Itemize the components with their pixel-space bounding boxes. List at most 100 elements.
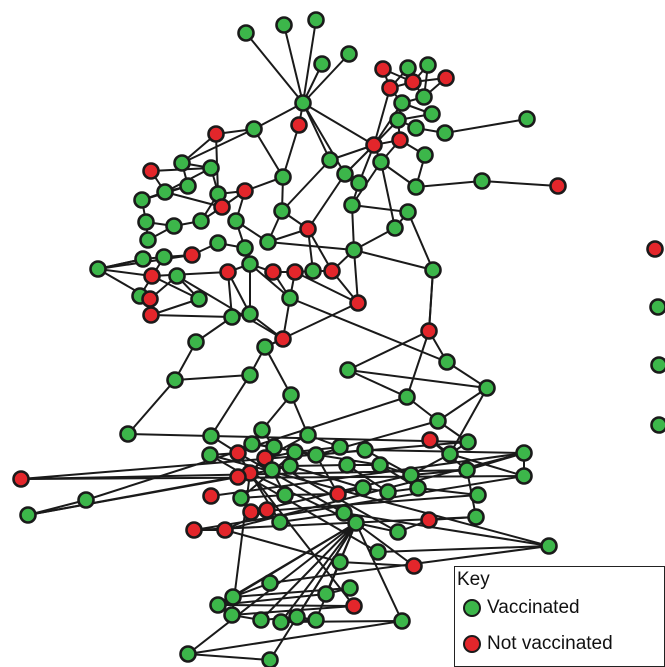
vaccinated-node <box>252 611 270 629</box>
network-edge <box>307 173 346 230</box>
vaccinated-node <box>201 446 219 464</box>
vaccinated-node <box>89 260 107 278</box>
network-edge <box>353 249 434 271</box>
network-edge <box>289 297 448 363</box>
vaccinated-node <box>409 479 427 497</box>
vaccinated-node <box>331 553 349 571</box>
vaccinated-node <box>119 425 137 443</box>
vaccinated-node <box>274 168 292 186</box>
network-edge <box>193 475 525 531</box>
vaccinated-node <box>515 467 533 485</box>
network-edge <box>187 620 403 655</box>
legend-label-vaccinated: Vaccinated <box>487 597 580 618</box>
network-edge <box>282 124 300 178</box>
network-edge <box>127 433 212 437</box>
network-edge <box>281 159 331 212</box>
not-vaccinated-node <box>229 444 247 462</box>
vaccinated-node <box>467 508 485 526</box>
vaccinated-node <box>282 386 300 404</box>
vaccinated-node <box>389 523 407 541</box>
not-vaccinated-node <box>365 136 383 154</box>
legend-label-not-vaccinated: Not vaccinated <box>487 633 613 654</box>
vaccinated-node <box>407 178 425 196</box>
network-edge <box>181 128 255 164</box>
network-edge <box>481 180 559 187</box>
vaccinated-node <box>179 645 197 663</box>
network-edge <box>260 522 357 621</box>
network-edge <box>302 53 350 104</box>
vaccinated-node <box>356 441 374 459</box>
vaccinated-node <box>347 514 365 532</box>
not-vaccinated-node <box>202 487 220 505</box>
vaccinated-node <box>371 456 389 474</box>
vaccinated-node <box>340 45 358 63</box>
legend-item-vaccinated: Vaccinated <box>463 597 580 619</box>
network-edge <box>176 275 284 340</box>
vaccinated-node <box>313 55 331 73</box>
vaccinated-node <box>398 388 416 406</box>
not-vaccinated-node <box>286 263 304 281</box>
vaccinated-node <box>307 11 325 29</box>
not-vaccinated-node <box>236 182 254 200</box>
vaccinated-node <box>339 361 357 379</box>
vaccinated-node <box>272 613 290 631</box>
vaccinated-node <box>336 165 354 183</box>
vaccinated-node <box>331 438 349 456</box>
vaccinated-node <box>294 94 312 112</box>
vaccinated-node <box>273 202 291 220</box>
not-vaccinated-node <box>549 177 567 195</box>
vaccinated-node <box>261 651 279 667</box>
vaccinated-node <box>407 119 425 137</box>
vaccinated-node <box>441 445 459 463</box>
vaccinated-node <box>241 366 259 384</box>
not-vaccinated-node <box>141 290 159 308</box>
not-vaccinated-node <box>349 294 367 312</box>
vaccinated-node <box>317 585 335 603</box>
vaccinated-node <box>372 153 390 171</box>
network-edge <box>351 204 409 213</box>
vaccinated-node <box>168 267 186 285</box>
network-edge <box>253 102 304 130</box>
network-edge <box>380 161 396 229</box>
vaccinated-node <box>429 412 447 430</box>
vaccinated-node <box>540 537 558 555</box>
vaccinated-node <box>241 305 259 323</box>
not-vaccinated-node <box>143 267 161 285</box>
vaccinated-node <box>19 506 37 524</box>
vaccinated-node <box>173 154 191 172</box>
network-edge <box>289 464 348 467</box>
vaccinated-node <box>179 177 197 195</box>
not-vaccinated-marker <box>463 635 481 653</box>
network-edge <box>373 87 391 146</box>
vaccinated-node <box>227 212 245 230</box>
vaccinated-node <box>436 124 454 142</box>
vaccinated-node <box>245 120 263 138</box>
network-edge <box>20 441 469 480</box>
not-vaccinated-node <box>219 263 237 281</box>
network-edge <box>377 545 550 553</box>
not-vaccinated-node <box>345 597 363 615</box>
vaccinated-node <box>275 16 293 34</box>
not-vaccinated-node <box>405 557 423 575</box>
vaccinated-node <box>345 241 363 259</box>
not-vaccinated-node <box>329 485 347 503</box>
vaccinated-node <box>341 579 359 597</box>
not-vaccinated-node <box>391 131 409 149</box>
network-edge <box>355 522 415 567</box>
network-edge <box>224 529 341 563</box>
vaccinated-node <box>423 105 441 123</box>
network-edge <box>415 180 483 188</box>
vaccinated-node <box>156 183 174 201</box>
network-edge <box>150 314 233 318</box>
network-edge <box>444 118 528 134</box>
network-edge <box>347 330 430 371</box>
not-vaccinated-node <box>12 470 30 488</box>
legend-box: Key Vaccinated Not vaccinated <box>454 566 665 667</box>
vaccinated-node <box>402 466 420 484</box>
vaccinated-node <box>304 262 322 280</box>
vaccinated-node <box>389 111 407 129</box>
network-edge <box>151 271 229 277</box>
vaccinated-node <box>243 435 261 453</box>
vaccinated-node <box>478 379 496 397</box>
not-vaccinated-node <box>437 69 455 87</box>
